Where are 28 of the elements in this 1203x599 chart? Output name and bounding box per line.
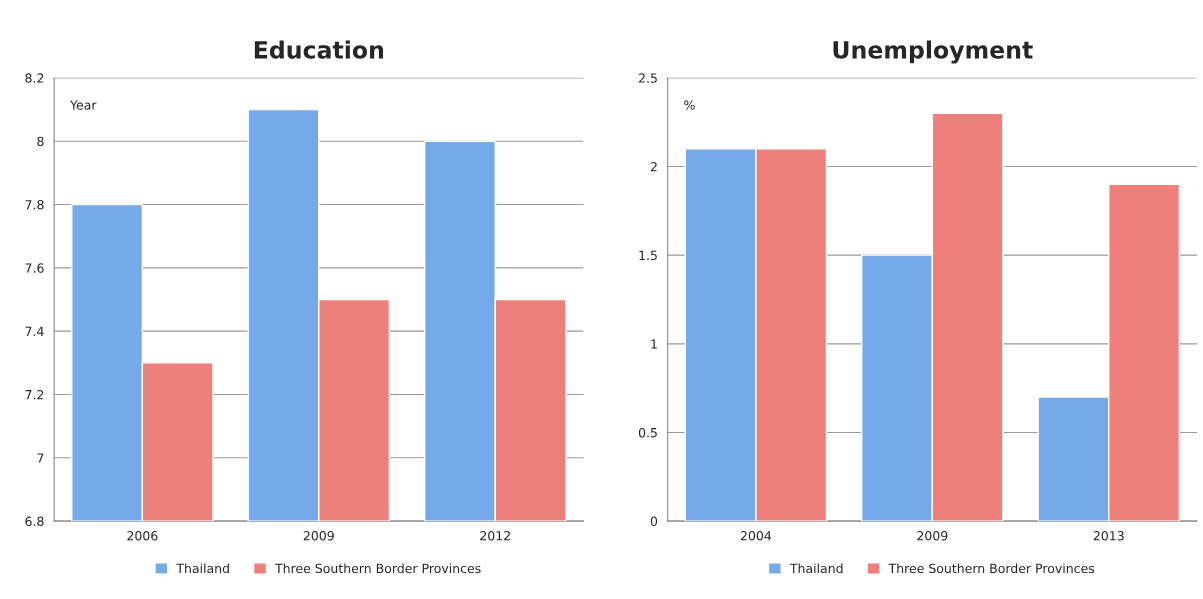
x-tick-label: 2009: [303, 531, 334, 541]
x-tick-label: 2009: [917, 531, 948, 541]
y-axis-title: Year: [69, 100, 97, 110]
y-tick-label: 1: [651, 339, 657, 349]
y-tick-label: 7: [37, 453, 44, 463]
legend-label: Thailand: [176, 563, 229, 574]
y-tick-label: 0.5: [638, 427, 657, 438]
y-axis-title: %: [684, 100, 695, 110]
y-tick-label: 0: [650, 516, 658, 527]
legend-label: Thailand: [789, 563, 843, 574]
y-tick-label: 7.6: [25, 263, 44, 273]
y-tick-label: 7.8: [25, 199, 44, 210]
y-tick-label: 2.5: [638, 73, 657, 83]
y-tick-label: 7.4: [25, 326, 44, 336]
y-tick-label: 6.8: [25, 516, 44, 527]
y-tick-label: 8: [37, 136, 44, 147]
y-tick-label: 8.2: [25, 73, 44, 83]
chart-title: Unemployment: [833, 40, 1033, 64]
x-tick-label: 2012: [480, 531, 510, 541]
x-tick-label: 2013: [1093, 531, 1124, 541]
x-tick-label: 2006: [127, 531, 158, 541]
y-tick-label: 2: [650, 161, 657, 172]
x-tick-label: 2004: [740, 531, 772, 541]
legend-label: Three Southern Border Provinces: [275, 563, 481, 574]
legend-label: Three Southern Border Provinces: [888, 563, 1095, 574]
y-tick-label: 1.5: [639, 250, 657, 261]
chart-title: Education: [254, 40, 384, 59]
y-tick-label: 7.2: [25, 389, 44, 400]
